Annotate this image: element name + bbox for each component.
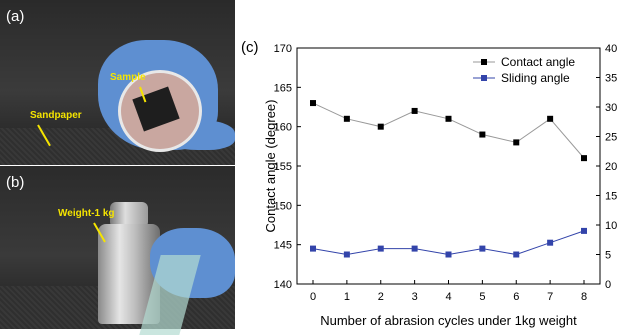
y-tick-label: 150 (274, 200, 292, 212)
series-line-0 (312, 102, 585, 159)
x-tick-label: 4 (445, 291, 451, 303)
data-point-1 (581, 227, 587, 234)
y2-tick-label: 40 (605, 43, 617, 55)
x-tick-label: 5 (479, 291, 485, 303)
y2-tick-label: 5 (605, 250, 611, 262)
y2-tick-label: 0 (605, 279, 611, 291)
data-point-0 (445, 115, 452, 122)
sandpaper-annotation: Sandpaper (30, 110, 82, 121)
x-tick-label: 1 (344, 291, 350, 303)
x-axis-title: Number of abrasion cycles under 1kg weig… (320, 313, 577, 328)
data-point-0 (547, 115, 554, 122)
data-point-1 (411, 245, 418, 252)
legend-marker (481, 59, 487, 65)
sample-dish (118, 70, 202, 152)
y2-tick-label: 25 (605, 132, 617, 144)
y2-tick-label: 20 (605, 161, 617, 173)
data-point-1 (310, 245, 316, 252)
series-line-1 (312, 230, 585, 256)
y2-tick-label: 30 (605, 102, 617, 114)
data-point-1 (445, 251, 452, 258)
data-point-0 (377, 123, 384, 130)
sample-annotation: Sample (110, 72, 146, 83)
y2-tick-label: 15 (605, 191, 617, 203)
legend-marker (481, 75, 487, 81)
panel-label-c: (c) (241, 39, 259, 56)
chart-svg: (c)1401451501551601651700510152025303540… (241, 39, 617, 328)
data-point-1 (547, 239, 554, 246)
x-tick-label: 2 (378, 291, 384, 303)
y-tick-label: 140 (274, 279, 292, 291)
x-tick-label: 6 (513, 291, 519, 303)
y2-tick-label: 10 (605, 220, 617, 232)
data-point-0 (513, 139, 520, 146)
data-point-1 (513, 251, 520, 258)
x-tick-label: 0 (310, 291, 316, 303)
x-tick-label: 3 (412, 291, 418, 303)
legend-label: Sliding angle (501, 71, 570, 85)
weight-annotation: Weight-1 kg (58, 208, 115, 219)
y-tick-label: 170 (274, 43, 292, 55)
data-point-1 (343, 251, 350, 258)
photo-sample-held: (a) Sample Sandpaper (0, 0, 235, 165)
data-point-1 (377, 245, 384, 252)
panel-label-a: (a) (6, 8, 25, 25)
data-point-0 (479, 131, 486, 138)
legend-label: Contact angle (501, 55, 575, 69)
y-tick-label: 160 (274, 122, 292, 134)
x-tick-label: 7 (547, 291, 553, 303)
y-tick-label: 155 (274, 161, 292, 173)
y-axis-title: Contact angle (degree) (263, 100, 278, 233)
data-point-0 (343, 115, 350, 122)
y-tick-label: 165 (274, 82, 292, 94)
x-tick-label: 8 (581, 291, 587, 303)
data-point-0 (581, 155, 587, 162)
data-point-1 (479, 245, 486, 252)
photo-weight: (b) Weight-1 kg (0, 166, 235, 329)
data-point-0 (310, 100, 316, 107)
y2-tick-label: 35 (605, 73, 617, 85)
data-point-0 (411, 107, 418, 114)
abrasion-chart: (c) 140 145 150 155 160 165 170 0 5 10 15 20 25 30 35 40… (235, 0, 634, 329)
y-tick-label: 145 (274, 240, 292, 252)
weight-knob (110, 202, 148, 228)
panel-label-b: (b) (6, 174, 25, 191)
